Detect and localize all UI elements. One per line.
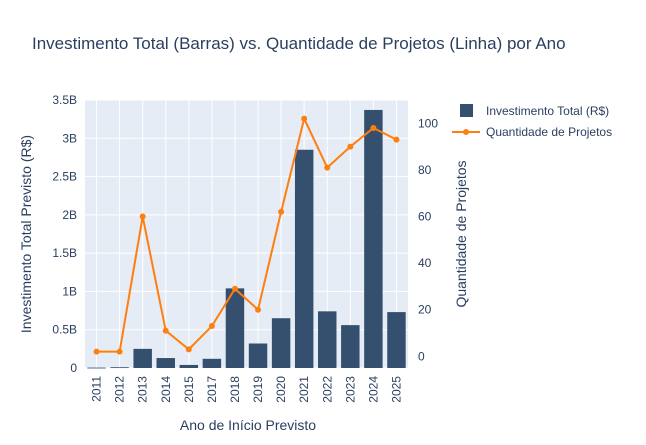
- point-2020: [278, 208, 285, 215]
- bar-2018: [225, 288, 245, 368]
- bar-2023: [341, 325, 360, 368]
- x-tick-2022: 2022: [320, 376, 334, 403]
- x-tick-2011: 2011: [90, 376, 104, 402]
- left-y-axis-title: Investimento Total Previsto (R$): [18, 135, 34, 333]
- legend-swatch-marker: [463, 129, 469, 135]
- right-y-tick-3: 60: [418, 210, 432, 224]
- legend-label-bars: Investimento Total (R$): [486, 104, 609, 118]
- bar-2013: [133, 348, 152, 368]
- bar-2017: [202, 358, 222, 368]
- bar-2012: [110, 367, 129, 369]
- bar-2020: [271, 318, 291, 368]
- left-y-axis-ticks: 0 0.5B 1B 1.5B 2B 2.5B 3B 3.5B: [52, 93, 77, 375]
- bar-2021: [294, 149, 314, 368]
- point-2015: [185, 346, 192, 353]
- left-y-tick-5: 2.5B: [52, 170, 77, 184]
- right-y-axis-title: Quantidade de Projetos: [453, 160, 469, 307]
- bar-series: [87, 109, 406, 369]
- point-2013: [139, 213, 146, 220]
- x-axis-title: Ano de Início Previsto: [180, 417, 316, 433]
- series-line: [96, 115, 397, 353]
- x-tick-2014: 2014: [159, 376, 173, 403]
- right-y-tick-4: 80: [418, 163, 432, 177]
- point-2021: [301, 115, 308, 122]
- chart-title: Investimento Total (Barras) vs. Quantida…: [32, 34, 566, 53]
- left-y-tick-0: 0: [70, 361, 77, 375]
- legend-swatch-bars: [460, 104, 473, 117]
- left-y-tick-6: 3B: [62, 131, 77, 145]
- x-tick-2018: 2018: [228, 376, 242, 403]
- right-y-axis-ticks: 0 20 40 60 80 100: [418, 116, 438, 363]
- point-2012: [116, 348, 123, 355]
- x-tick-2021: 2021: [297, 376, 311, 403]
- bar-2025: [387, 312, 406, 368]
- x-tick-2020: 2020: [274, 376, 288, 403]
- x-tick-2017: 2017: [205, 376, 219, 403]
- bar-2011: [87, 367, 106, 369]
- bar-2015: [179, 364, 199, 368]
- bar-2024: [364, 109, 383, 368]
- x-tick-2013: 2013: [136, 376, 150, 403]
- legend-label-line: Quantidade de Projetos: [486, 125, 612, 139]
- x-tick-2019: 2019: [251, 376, 265, 403]
- line-series: [93, 115, 400, 355]
- x-axis-ticks: 2011 2012 2013 2014 2015 2017 2018 2019 2020 2021…: [90, 376, 404, 403]
- point-2025: [393, 136, 400, 143]
- left-y-tick-3: 1.5B: [52, 246, 77, 260]
- left-y-tick-7: 3.5B: [52, 93, 77, 107]
- point-2023: [347, 143, 354, 150]
- point-2018: [231, 285, 238, 292]
- right-y-tick-0: 0: [418, 349, 425, 363]
- bar-2014: [156, 358, 175, 368]
- legend: Investimento Total (R$) Quantidade de Pr…: [452, 104, 612, 139]
- left-y-tick-4: 2B: [62, 208, 77, 222]
- point-2022: [324, 164, 331, 171]
- left-y-tick-1: 0.5B: [52, 323, 77, 337]
- bar-2019: [248, 343, 268, 368]
- point-2024: [370, 124, 377, 131]
- x-tick-2023: 2023: [343, 376, 357, 403]
- point-2019: [255, 306, 262, 313]
- point-2017: [208, 323, 215, 330]
- point-2014: [162, 327, 169, 334]
- left-y-tick-2: 1B: [62, 284, 77, 298]
- x-tick-2024: 2024: [366, 376, 380, 403]
- x-tick-2015: 2015: [182, 376, 196, 403]
- right-y-tick-2: 40: [418, 256, 432, 270]
- right-y-tick-5: 100: [418, 116, 438, 130]
- x-tick-2025: 2025: [389, 376, 403, 403]
- bar-2022: [318, 311, 337, 368]
- x-tick-2012: 2012: [113, 376, 127, 403]
- gridlines: [85, 99, 408, 369]
- point-2011: [93, 348, 100, 355]
- right-y-tick-1: 20: [418, 303, 432, 317]
